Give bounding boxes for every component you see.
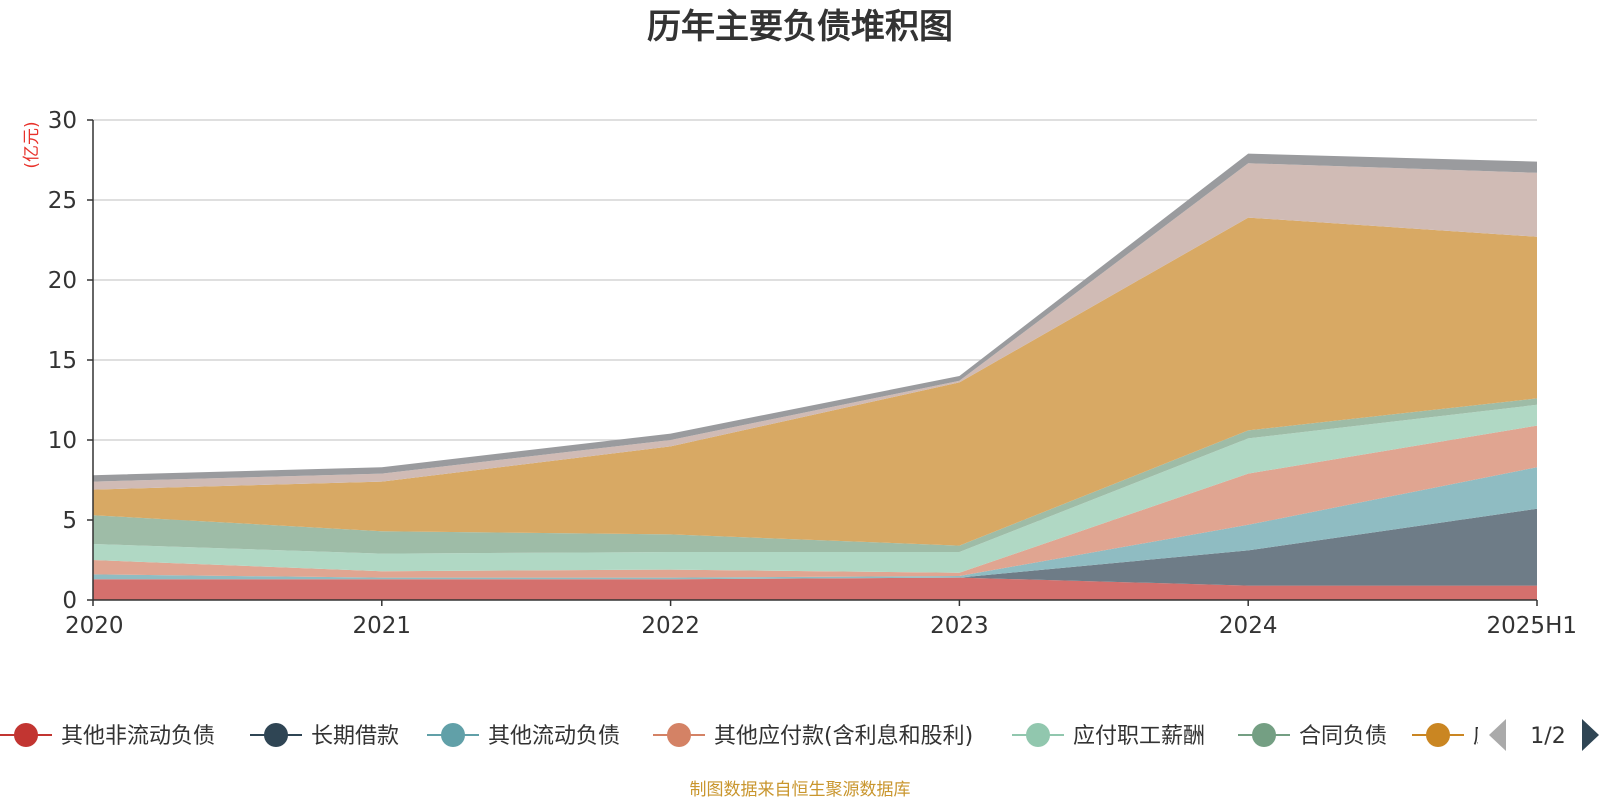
legend-item[interactable]: 其他应付款(含利息和股利) bbox=[653, 723, 973, 749]
legend-circle-marker bbox=[1252, 723, 1276, 747]
y-tick-label: 10 bbox=[48, 428, 77, 454]
legend-label: 其他应付款(含利息和股利) bbox=[714, 724, 973, 749]
area-series-7[interactable] bbox=[93, 217, 1537, 546]
chart-title: 历年主要负债堆积图 bbox=[647, 7, 953, 47]
y-tick-label: 25 bbox=[48, 188, 77, 214]
legend-item[interactable]: 应付账款 bbox=[1412, 723, 1561, 749]
legend-page-indicator: 1/2 bbox=[1530, 724, 1565, 749]
legend-circle-marker bbox=[441, 723, 465, 747]
x-tick-labels: 2020 2021 2022 2023 2024 2025H1 bbox=[65, 613, 1577, 639]
legend-next-page-icon[interactable] bbox=[1582, 719, 1599, 751]
legend-item[interactable]: 长期借款 bbox=[250, 723, 399, 749]
area-series-6[interactable] bbox=[93, 398, 1537, 554]
legend-item[interactable]: 其他非流动负债 bbox=[0, 723, 215, 749]
y-axis-unit-label: (亿元) bbox=[22, 121, 42, 168]
x-tick-label: 2021 bbox=[353, 613, 412, 639]
legend-label: 应付账款 bbox=[1473, 724, 1561, 749]
legend-label: 其他流动负债 bbox=[488, 724, 620, 749]
x-tick-label: 2025H1 bbox=[1487, 613, 1577, 639]
legend-circle-marker bbox=[264, 723, 288, 747]
legend-circle-marker bbox=[14, 723, 38, 747]
legend-circle-marker bbox=[1026, 723, 1050, 747]
area-series-1[interactable] bbox=[93, 577, 1537, 600]
area-series-4[interactable] bbox=[93, 425, 1537, 578]
legend-label: 应付职工薪酬 bbox=[1073, 724, 1205, 749]
x-tick-label: 2023 bbox=[930, 613, 989, 639]
legend-item[interactable]: 合同负债 bbox=[1238, 723, 1387, 749]
legend-circle-marker bbox=[667, 723, 691, 747]
area-series-5[interactable] bbox=[93, 404, 1537, 573]
legend-items: 其他非流动负债 长期借款 其他流动负债 其他应付款(含利息和股利) 应付职工薪酬 合同负债… bbox=[0, 723, 1561, 749]
x-tick-label: 2020 bbox=[65, 613, 124, 639]
legend-pager: 1/2 bbox=[1489, 719, 1599, 751]
x-tick-label: 2022 bbox=[641, 613, 700, 639]
data-source-note: 制图数据来自恒生聚源数据库 bbox=[690, 780, 911, 800]
y-tick-label: 20 bbox=[48, 268, 77, 294]
y-tick-label: 30 bbox=[48, 108, 77, 134]
y-tick-label: 0 bbox=[62, 588, 77, 614]
legend-label: 合同负债 bbox=[1299, 724, 1387, 749]
legend-item[interactable]: 其他流动负债 bbox=[427, 723, 620, 749]
legend-label: 其他非流动负债 bbox=[61, 724, 215, 749]
area-series-8[interactable] bbox=[93, 163, 1537, 490]
legend-label: 长期借款 bbox=[311, 724, 399, 749]
y-tick-label: 5 bbox=[62, 508, 77, 534]
legend: 其他非流动负债 长期借款 其他流动负债 其他应付款(含利息和股利) 应付职工薪酬 合同负债… bbox=[0, 723, 1561, 749]
x-tick-label: 2024 bbox=[1219, 613, 1278, 639]
area-series-3[interactable] bbox=[93, 467, 1537, 580]
legend-item[interactable]: 应付职工薪酬 bbox=[1012, 723, 1205, 749]
y-tick-label: 15 bbox=[48, 348, 77, 374]
area-series-2[interactable] bbox=[93, 508, 1537, 586]
axes bbox=[87, 119, 1538, 606]
y-tick-labels: 0 5 10 15 20 25 30 bbox=[48, 108, 77, 614]
area-series-group bbox=[93, 153, 1537, 600]
legend-prev-page-icon[interactable] bbox=[1489, 719, 1506, 751]
legend-circle-marker bbox=[1426, 723, 1450, 747]
